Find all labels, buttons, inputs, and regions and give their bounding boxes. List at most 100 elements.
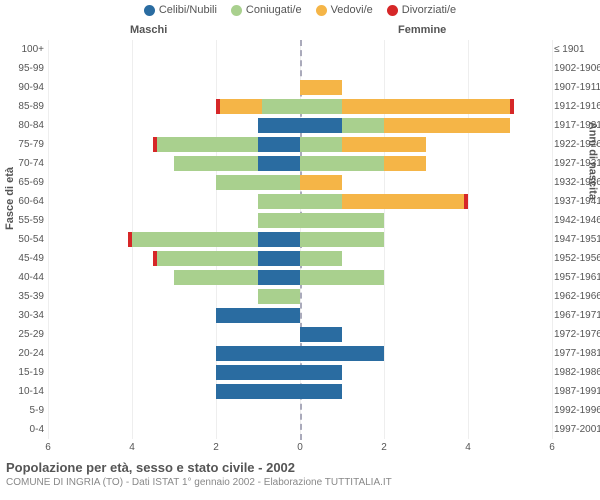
age-label: 80-84 xyxy=(0,116,44,135)
bar-male xyxy=(216,175,300,190)
x-tick: 0 xyxy=(297,442,303,453)
bar-segment-cel xyxy=(300,346,384,361)
bar-segment-cel xyxy=(216,365,300,380)
chart-area: 100+≤ 190195-991902-190690-941907-191185… xyxy=(48,40,552,440)
chart-rows: 100+≤ 190195-991902-190690-941907-191185… xyxy=(48,40,552,439)
bar-segment-cel xyxy=(258,251,300,266)
birth-label: 1947-1951 xyxy=(554,230,600,249)
age-label: 55-59 xyxy=(0,211,44,230)
bar-female xyxy=(300,232,384,247)
birth-label: 1977-1981 xyxy=(554,344,600,363)
birth-label: 1937-1941 xyxy=(554,192,600,211)
age-row: 60-641937-1941 xyxy=(48,192,552,211)
birth-label: 1922-1926 xyxy=(554,135,600,154)
age-row: 75-791922-1926 xyxy=(48,135,552,154)
age-label: 5-9 xyxy=(0,401,44,420)
bar-segment-cel xyxy=(258,232,300,247)
bar-female xyxy=(300,99,514,114)
age-row: 35-391962-1966 xyxy=(48,287,552,306)
bar-male xyxy=(174,270,300,285)
age-row: 5-91992-1996 xyxy=(48,401,552,420)
bar-segment-ved xyxy=(342,99,510,114)
bar-segment-con xyxy=(258,213,300,228)
age-label: 85-89 xyxy=(0,97,44,116)
bar-segment-con xyxy=(132,232,258,247)
birth-label: 1987-1991 xyxy=(554,382,600,401)
birth-label: 1907-1911 xyxy=(554,78,600,97)
bar-male xyxy=(153,251,300,266)
bar-segment-con xyxy=(258,289,300,304)
chart-title: Popolazione per età, sesso e stato civil… xyxy=(6,460,392,475)
header-males: Maschi xyxy=(130,24,167,36)
bar-segment-con xyxy=(300,194,342,209)
x-tick: 4 xyxy=(465,442,471,453)
bar-female xyxy=(300,194,468,209)
age-label: 75-79 xyxy=(0,135,44,154)
birth-label: 1957-1961 xyxy=(554,268,600,287)
age-row: 20-241977-1981 xyxy=(48,344,552,363)
age-row: 0-41997-2001 xyxy=(48,420,552,439)
bar-segment-con xyxy=(157,137,258,152)
age-label: 60-64 xyxy=(0,192,44,211)
bar-segment-cel xyxy=(258,137,300,152)
bar-segment-con xyxy=(300,232,384,247)
age-label: 65-69 xyxy=(0,173,44,192)
bar-male xyxy=(174,156,300,171)
age-row: 85-891912-1916 xyxy=(48,97,552,116)
birth-label: ≤ 1901 xyxy=(554,40,600,59)
legend-item: Coniugati/e xyxy=(231,4,302,16)
age-row: 25-291972-1976 xyxy=(48,325,552,344)
age-label: 70-74 xyxy=(0,154,44,173)
age-row: 95-991902-1906 xyxy=(48,59,552,78)
bar-male xyxy=(216,384,300,399)
x-tick: 6 xyxy=(549,442,555,453)
bar-male xyxy=(258,118,300,133)
age-label: 50-54 xyxy=(0,230,44,249)
birth-label: 1952-1956 xyxy=(554,249,600,268)
age-label: 100+ xyxy=(0,40,44,59)
bar-female xyxy=(300,137,426,152)
age-label: 20-24 xyxy=(0,344,44,363)
bar-segment-ved xyxy=(300,80,342,95)
age-label: 15-19 xyxy=(0,363,44,382)
age-label: 40-44 xyxy=(0,268,44,287)
age-row: 30-341967-1971 xyxy=(48,306,552,325)
birth-label: 1927-1931 xyxy=(554,154,600,173)
legend-swatch xyxy=(316,5,327,16)
bar-female xyxy=(300,327,342,342)
legend-swatch xyxy=(387,5,398,16)
legend-swatch xyxy=(144,5,155,16)
bar-segment-con xyxy=(174,156,258,171)
bar-segment-con xyxy=(300,137,342,152)
bar-segment-div xyxy=(464,194,468,209)
bar-segment-ved xyxy=(342,137,426,152)
age-row: 15-191982-1986 xyxy=(48,363,552,382)
grid-line xyxy=(552,40,553,439)
age-row: 100+≤ 1901 xyxy=(48,40,552,59)
bar-female xyxy=(300,365,342,380)
bar-segment-ved xyxy=(220,99,262,114)
x-tick: 6 xyxy=(45,442,51,453)
age-row: 40-441957-1961 xyxy=(48,268,552,287)
legend-swatch xyxy=(231,5,242,16)
age-label: 25-29 xyxy=(0,325,44,344)
bar-female xyxy=(300,251,342,266)
birth-label: 1967-1971 xyxy=(554,306,600,325)
bar-male xyxy=(216,99,300,114)
chart-subtitle: COMUNE DI INGRIA (TO) - Dati ISTAT 1° ge… xyxy=(6,477,392,488)
age-row: 65-691932-1936 xyxy=(48,173,552,192)
bar-male xyxy=(258,289,300,304)
age-label: 90-94 xyxy=(0,78,44,97)
birth-label: 1982-1986 xyxy=(554,363,600,382)
legend-label: Coniugati/e xyxy=(246,4,302,16)
birth-label: 1932-1936 xyxy=(554,173,600,192)
bar-segment-con xyxy=(300,251,342,266)
bar-female xyxy=(300,118,510,133)
bar-segment-cel xyxy=(300,365,342,380)
legend-label: Divorziati/e xyxy=(402,4,456,16)
birth-label: 1912-1916 xyxy=(554,97,600,116)
bar-segment-ved xyxy=(300,175,342,190)
bar-segment-con xyxy=(216,175,300,190)
bar-segment-con xyxy=(157,251,258,266)
birth-label: 1942-1946 xyxy=(554,211,600,230)
